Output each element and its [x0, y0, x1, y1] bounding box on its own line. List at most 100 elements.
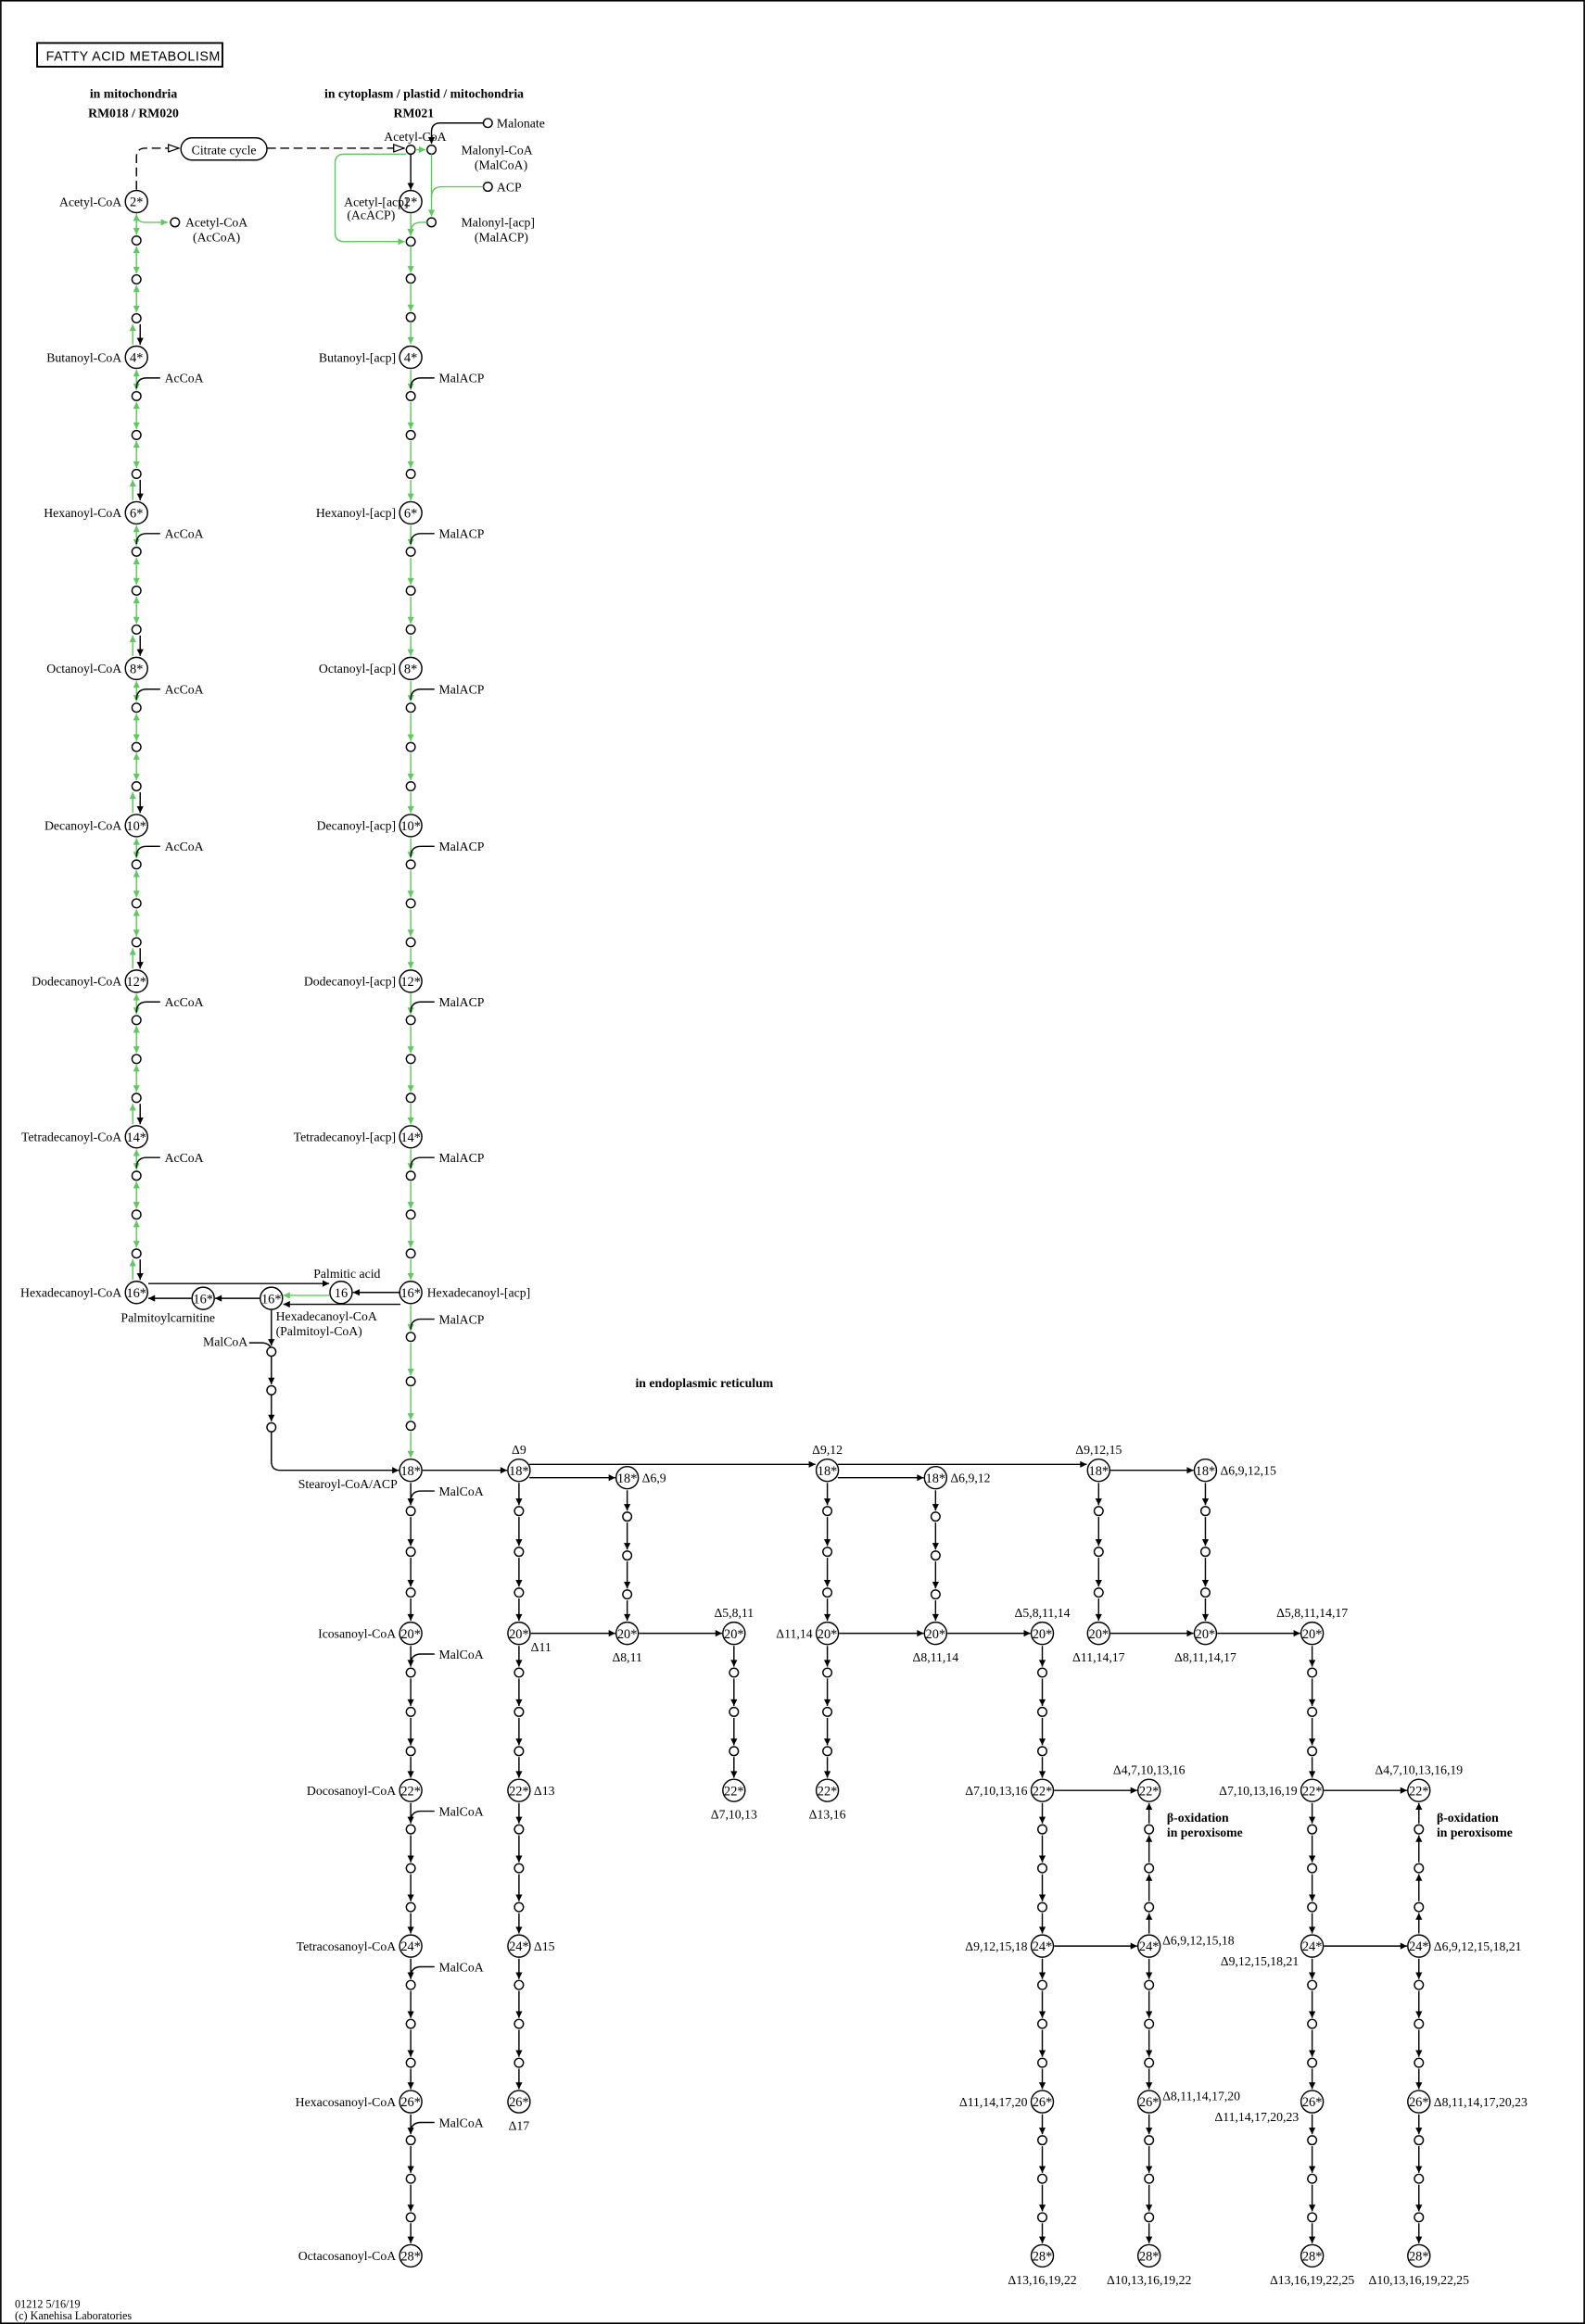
- compound-circle[interactable]: [923, 1465, 948, 1490]
- compound-hexacosanoyl-coa[interactable]: 26*: [399, 2090, 423, 2114]
- compound-stearoyl-coa/acp[interactable]: 18*: [399, 1458, 423, 1483]
- intermediate-compound[interactable]: [1307, 1979, 1318, 1990]
- intermediate-compound[interactable]: [405, 585, 416, 596]
- intermediate-compound[interactable]: [1036, 1667, 1048, 1678]
- compound-butanoyl-[acp][interactable]: 4*: [399, 345, 423, 370]
- intermediate-compound[interactable]: [1307, 2173, 1318, 2184]
- er-compound-c26[interactable]: 26*: [1300, 2090, 1325, 2114]
- intermediate-compound[interactable]: [622, 1511, 633, 1522]
- intermediate-compound[interactable]: [729, 1746, 740, 1757]
- compound-circle[interactable]: [399, 969, 423, 993]
- er-compound-c24[interactable]: 24*: [1300, 1934, 1325, 1958]
- compound-circle[interactable]: [615, 1621, 640, 1646]
- er-compound-c20[interactable]: 20*: [1193, 1621, 1218, 1646]
- er-compound-c18[interactable]: 18*: [1193, 1458, 1218, 1483]
- compound-circle[interactable]: [722, 1778, 746, 1802]
- compound-circle[interactable]: [615, 1465, 640, 1490]
- intermediate-compound[interactable]: [622, 1550, 633, 1561]
- intermediate-compound[interactable]: [1307, 1901, 1318, 1913]
- intermediate-compound[interactable]: [1199, 1587, 1211, 1598]
- intermediate-compound[interactable]: [405, 236, 416, 247]
- intermediate-compound[interactable]: [1307, 1706, 1318, 1717]
- compound-circle[interactable]: [399, 1621, 423, 1646]
- compound-circle[interactable]: [815, 1458, 840, 1483]
- compound-hexadecanoyl-coa[interactable]: 16*: [124, 1281, 148, 1305]
- acetyl-coa-compound[interactable]: [405, 145, 416, 156]
- compound-circle[interactable]: [1030, 1934, 1055, 1958]
- compound-circle[interactable]: [1086, 1621, 1111, 1646]
- intermediate-compound[interactable]: [1036, 1706, 1048, 1717]
- compound-circle[interactable]: [399, 1458, 423, 1483]
- compound-circle[interactable]: [329, 1281, 353, 1305]
- intermediate-compound[interactable]: [405, 1547, 416, 1558]
- compound-circle[interactable]: [1030, 1778, 1055, 1802]
- intermediate-compound[interactable]: [405, 859, 416, 870]
- intermediate-compound[interactable]: [1307, 2212, 1318, 2223]
- compound-circle[interactable]: [507, 1934, 531, 1958]
- intermediate-compound[interactable]: [1036, 1863, 1048, 1874]
- er-compound-c26[interactable]: 26*: [1136, 2090, 1161, 2114]
- compound-circle[interactable]: [1300, 1621, 1325, 1646]
- compound-circle[interactable]: [1030, 2090, 1055, 2114]
- er-compound-c22[interactable]: 22*: [815, 1778, 840, 1802]
- intermediate-compound[interactable]: [729, 1667, 740, 1678]
- er-compound-c26[interactable]: 26*: [507, 2090, 531, 2114]
- er-compound-c20[interactable]: 20*: [815, 1621, 840, 1646]
- intermediate-compound[interactable]: [405, 2018, 416, 2029]
- intermediate-compound[interactable]: [514, 1746, 525, 1757]
- compound-tetradecanoyl-[acp][interactable]: 14*: [399, 1125, 423, 1149]
- intermediate-compound[interactable]: [405, 468, 416, 479]
- intermediate-compound[interactable]: [1036, 2018, 1048, 2029]
- intermediate-compound[interactable]: [405, 1332, 416, 1343]
- intermediate-compound[interactable]: [131, 234, 142, 246]
- compound-hexadecanoyl-[acp][interactable]: 16*: [399, 1281, 423, 1305]
- intermediate-compound[interactable]: [1199, 1547, 1211, 1558]
- compound-circle[interactable]: [1407, 2090, 1431, 2114]
- compound-circle[interactable]: [507, 1778, 531, 1802]
- intermediate-compound[interactable]: [930, 1511, 941, 1522]
- intermediate-compound[interactable]: [1036, 1901, 1048, 1913]
- compound-circle[interactable]: [722, 1621, 746, 1646]
- intermediate-compound[interactable]: [622, 1589, 633, 1600]
- intermediate-compound[interactable]: [405, 429, 416, 440]
- er-compound-c20[interactable]: 20*: [1086, 1621, 1111, 1646]
- intermediate-compound[interactable]: [1036, 2173, 1048, 2184]
- intermediate-compound[interactable]: [514, 1506, 525, 1517]
- compound-circle[interactable]: [1030, 1621, 1055, 1646]
- compound-dodecanoyl-coa[interactable]: 12*: [124, 969, 148, 993]
- malonyl-acp-compound[interactable]: [426, 217, 437, 228]
- compound-hexanoyl-[acp][interactable]: 6*: [399, 500, 423, 525]
- acetyl-coa-compound[interactable]: [170, 217, 181, 228]
- intermediate-compound[interactable]: [131, 1209, 142, 1220]
- intermediate-compound[interactable]: [1307, 2057, 1318, 2068]
- compound-circle[interactable]: [1407, 1778, 1431, 1802]
- compound-circle[interactable]: [399, 656, 423, 681]
- intermediate-compound[interactable]: [266, 1421, 277, 1433]
- er-compound-c28[interactable]: 28*: [1030, 2243, 1055, 2268]
- er-compound-c26[interactable]: 26*: [1030, 2090, 1055, 2114]
- compound-octacosanoyl-coa[interactable]: 28*: [399, 2243, 423, 2268]
- intermediate-compound[interactable]: [514, 2018, 525, 2029]
- intermediate-compound[interactable]: [1414, 1901, 1425, 1913]
- intermediate-compound[interactable]: [266, 1346, 277, 1358]
- compound-hexanoyl-coa[interactable]: 6*: [124, 500, 148, 525]
- intermediate-compound[interactable]: [131, 1015, 142, 1026]
- malonate-compound[interactable]: [482, 118, 493, 129]
- citrate-cycle-map-link[interactable]: Citrate cycle: [180, 137, 268, 161]
- intermediate-compound[interactable]: [1144, 2018, 1155, 2029]
- intermediate-compound[interactable]: [405, 1901, 416, 1913]
- intermediate-compound[interactable]: [131, 741, 142, 752]
- compound-circle[interactable]: [1136, 1778, 1161, 1802]
- intermediate-compound[interactable]: [1414, 1863, 1425, 1874]
- intermediate-compound[interactable]: [729, 1706, 740, 1717]
- compound-decanoyl-[acp][interactable]: 10*: [399, 814, 423, 838]
- intermediate-compound[interactable]: [405, 1093, 416, 1104]
- compound-icosanoyl-coa[interactable]: 20*: [399, 1621, 423, 1646]
- compound-circle[interactable]: [399, 2243, 423, 2268]
- er-compound-c20[interactable]: 20*: [507, 1621, 531, 1646]
- intermediate-compound[interactable]: [1036, 2135, 1048, 2146]
- er-compound-c22[interactable]: 22*: [1300, 1778, 1325, 1802]
- intermediate-compound[interactable]: [131, 1170, 142, 1181]
- intermediate-compound[interactable]: [405, 702, 416, 714]
- compound-circle[interactable]: [507, 1458, 531, 1483]
